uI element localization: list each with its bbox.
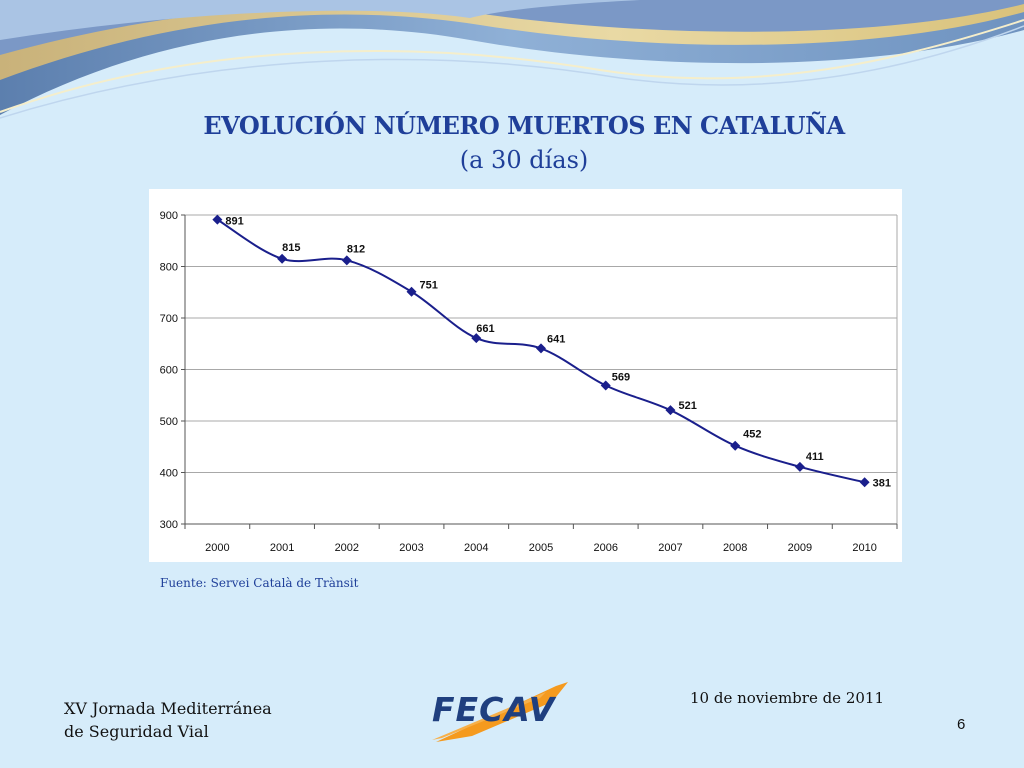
x-tick-label: 2010 <box>852 542 876 554</box>
y-tick-label: 800 <box>160 262 178 274</box>
y-tick-label: 400 <box>160 468 178 480</box>
y-tick-label: 700 <box>160 313 178 325</box>
x-tick-label: 2000 <box>205 542 229 554</box>
y-tick-label: 500 <box>160 416 178 428</box>
x-tick-label: 2002 <box>335 542 359 554</box>
y-tick-label: 300 <box>160 519 178 531</box>
y-tick-label: 900 <box>160 210 178 222</box>
x-tick-label: 2009 <box>788 542 812 554</box>
data-point <box>536 343 546 354</box>
data-point <box>341 255 352 266</box>
event-line-1: XV Jornada Mediterránea <box>64 699 272 718</box>
data-point <box>471 333 482 344</box>
title-line-2: (a 30 días) <box>459 146 589 174</box>
data-point <box>212 214 223 225</box>
chart-svg: 300 400 500 600 700 800 900 2000 2001 2002 2003 200… <box>160 210 898 554</box>
logo-arrow-icon <box>432 682 568 742</box>
x-tick-label: 2007 <box>658 542 682 554</box>
data-label: 452 <box>743 429 761 441</box>
data-label: 815 <box>282 242 300 254</box>
data-label: 751 <box>420 280 438 292</box>
page-number: 6 <box>957 716 966 733</box>
x-tick-label: 2001 <box>270 542 294 554</box>
data-point <box>730 440 741 451</box>
logo-text: FECAV <box>432 690 556 729</box>
data-label: 891 <box>225 216 243 228</box>
data-label: 641 <box>547 333 565 345</box>
data-point <box>600 380 611 391</box>
data-label: 661 <box>476 323 494 335</box>
x-tick-label: 2006 <box>593 542 617 554</box>
title-line-1: EVOLUCIÓN NÚMERO MUERTOS EN CATALUÑA <box>203 111 845 140</box>
x-tick-label: 2004 <box>464 542 488 554</box>
data-point <box>859 477 870 488</box>
event-name: XV Jornada Mediterránea de Seguridad Via… <box>64 697 272 743</box>
event-line-2: de Seguridad Vial <box>64 722 209 741</box>
data-label: 381 <box>873 477 891 489</box>
data-label: 812 <box>347 243 365 255</box>
y-tick-label: 600 <box>160 365 178 377</box>
data-label: 521 <box>678 400 696 412</box>
data-label: 569 <box>612 371 630 383</box>
data-point <box>277 253 288 264</box>
date-text: 10 de noviembre de 2011 <box>690 689 885 707</box>
x-tick-label: 2003 <box>399 542 423 554</box>
slide-title: EVOLUCIÓN NÚMERO MUERTOS EN CATALUÑA (a … <box>0 108 1024 178</box>
fecav-logo: FECAV <box>428 678 578 744</box>
x-tick-label: 2005 <box>529 542 553 554</box>
x-tick-label: 2008 <box>723 542 747 554</box>
decorative-waves <box>0 0 1024 119</box>
source-note: Fuente: Servei Català de Trànsit <box>160 576 359 590</box>
data-point <box>406 286 417 297</box>
line-chart: 300 400 500 600 700 800 900 2000 2001 2002 2003 200… <box>149 189 902 562</box>
data-point <box>665 405 676 416</box>
data-point <box>794 461 805 472</box>
data-label: 411 <box>806 451 824 463</box>
